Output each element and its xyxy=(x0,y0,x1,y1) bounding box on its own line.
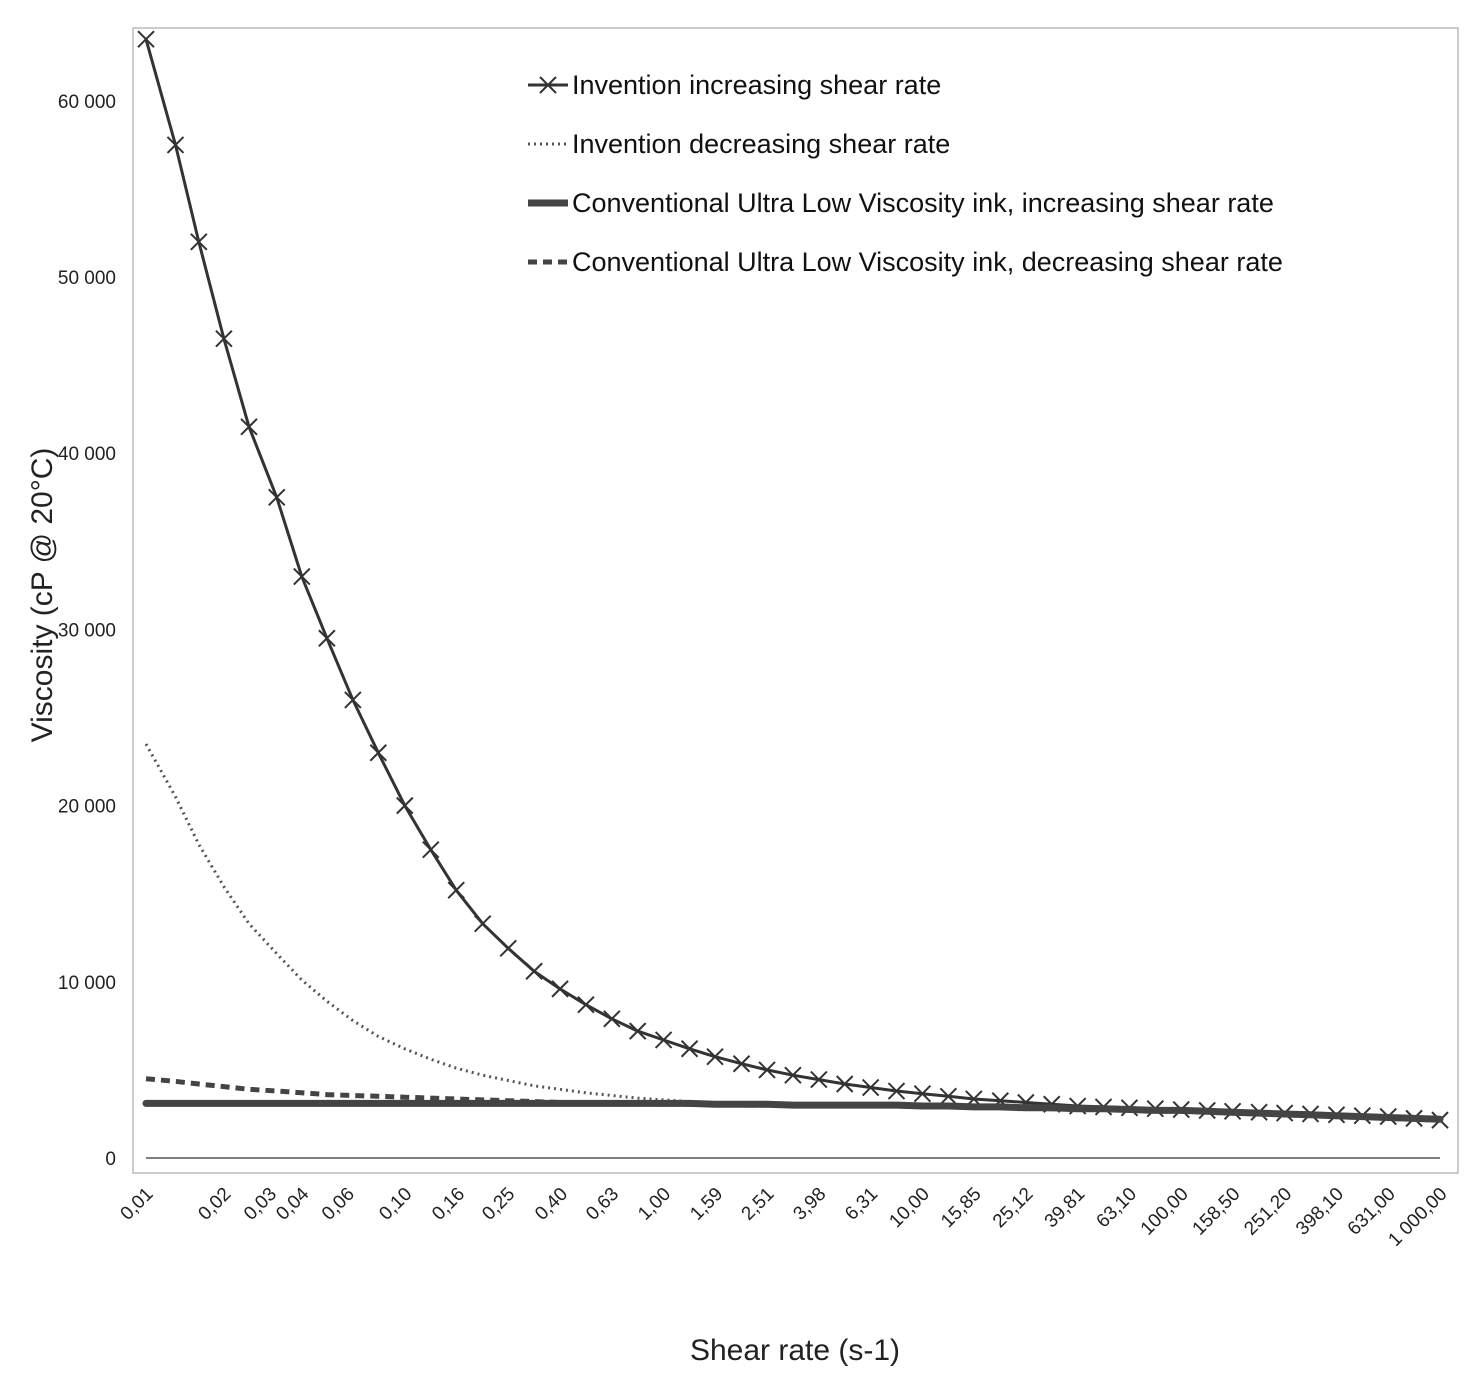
data-point-marker xyxy=(318,629,336,647)
x-tick-label: 0,04 xyxy=(272,1183,313,1224)
x-tick-label: 25,12 xyxy=(989,1184,1037,1232)
x-axis-title: Shear rate (s-1) xyxy=(690,1334,900,1367)
legend-label: Conventional Ultra Low Viscosity ink, de… xyxy=(572,247,1283,277)
data-point-marker xyxy=(654,1031,673,1049)
x-tick-label: 63,10 xyxy=(1093,1184,1141,1232)
x-tick-label: 3,98 xyxy=(789,1184,830,1225)
data-point-marker xyxy=(137,30,155,48)
data-point-marker xyxy=(293,567,311,586)
x-tick-label: 6,31 xyxy=(841,1184,882,1225)
data-point-marker xyxy=(680,1040,699,1058)
y-tick-label: 0 xyxy=(105,1149,116,1170)
series-layer xyxy=(137,30,1449,1129)
plot-border xyxy=(132,27,1459,1174)
data-point-marker xyxy=(473,914,492,933)
x-tick-label: 100,00 xyxy=(1137,1184,1193,1240)
data-point-marker xyxy=(913,1084,932,1103)
y-axis-ticks: 0 10 000 20 000 30 000 40 000 50 000 60 000 xyxy=(58,92,116,1170)
x-tick-label: 0,01 xyxy=(117,1184,158,1225)
data-point-marker xyxy=(784,1066,802,1084)
legend-marker xyxy=(539,76,557,94)
data-point-marker xyxy=(810,1070,828,1089)
data-point-marker xyxy=(344,691,362,709)
data-point-marker xyxy=(758,1061,776,1079)
y-tick-label: 20 000 xyxy=(58,797,116,818)
data-point-marker xyxy=(422,840,440,859)
data-point-marker xyxy=(240,418,258,436)
data-point-marker xyxy=(577,996,595,1014)
series-line-4 xyxy=(145,1076,1441,1123)
x-tick-label: 0,03 xyxy=(240,1184,281,1225)
y-axis-title: Viscosity (cP @ 20°C) xyxy=(26,448,59,743)
x-tick-label: 0,63 xyxy=(582,1184,623,1225)
data-point-marker xyxy=(447,881,465,899)
x-tick-label: 0,16 xyxy=(428,1184,469,1225)
y-tick-label: 60 000 xyxy=(58,92,116,113)
legend: Invention increasing shear rate Invention… xyxy=(528,70,1283,277)
data-point-marker xyxy=(190,233,208,251)
data-point-marker xyxy=(706,1047,724,1066)
data-point-marker xyxy=(836,1075,854,1093)
y-tick-label: 50 000 xyxy=(58,268,116,289)
x-tick-label: 10,00 xyxy=(885,1184,933,1232)
legend-label: Invention increasing shear rate xyxy=(572,70,941,100)
y-tick-label: 40 000 xyxy=(58,444,116,465)
data-point-marker xyxy=(861,1078,880,1097)
x-tick-label: 0,25 xyxy=(478,1184,519,1225)
x-tick-label: 0,06 xyxy=(318,1184,359,1225)
x-tick-label: 398,10 xyxy=(1292,1184,1348,1240)
x-tick-label: 15,85 xyxy=(937,1184,985,1232)
data-point-marker xyxy=(551,980,569,998)
data-point-marker xyxy=(887,1082,906,1100)
x-tick-label: 0,10 xyxy=(375,1184,416,1225)
y-tick-label: 10 000 xyxy=(58,973,116,994)
x-tick-label: 39,81 xyxy=(1041,1184,1089,1232)
data-point-marker xyxy=(732,1055,751,1073)
legend-label: Invention decreasing shear rate xyxy=(572,129,950,159)
data-point-marker xyxy=(215,330,233,348)
data-point-marker xyxy=(939,1087,958,1106)
x-tick-label: 251,20 xyxy=(1240,1184,1296,1240)
x-tick-label: 0,02 xyxy=(194,1184,235,1225)
data-point-marker xyxy=(628,1022,647,1040)
data-point-marker xyxy=(369,744,388,762)
x-tick-label: 2,51 xyxy=(738,1184,779,1225)
x-tick-label: 1,59 xyxy=(686,1184,727,1225)
x-tick-label: 1,00 xyxy=(634,1184,675,1225)
legend-label: Conventional Ultra Low Viscosity ink, in… xyxy=(572,188,1274,218)
x-axis-ticks: 0,01 0,02 0,030,04 0,06 0,10 0,16 0,25 0,40 0,63… xyxy=(117,1183,1452,1250)
data-point-marker xyxy=(268,488,286,506)
data-point-marker xyxy=(525,962,543,980)
data-point-marker xyxy=(396,796,414,815)
data-point-marker xyxy=(499,939,517,958)
y-tick-label: 30 000 xyxy=(58,620,116,641)
x-tick-label: 158,50 xyxy=(1189,1184,1245,1240)
data-point-marker xyxy=(166,136,185,154)
x-tick-label: 0,40 xyxy=(531,1184,572,1225)
data-point-marker xyxy=(603,1010,621,1028)
series-line-2 xyxy=(144,743,1441,1121)
